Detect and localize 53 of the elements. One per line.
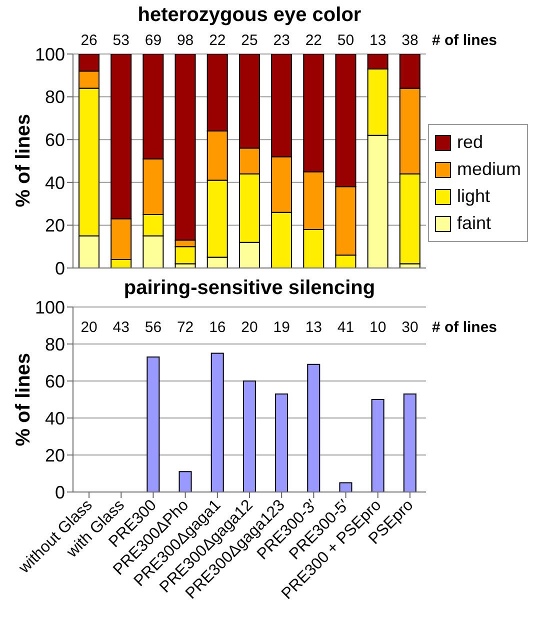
text: 26 [80, 32, 98, 49]
legend-label: light [456, 185, 492, 208]
text: # of lines [432, 32, 498, 49]
annotation: 72 [176, 319, 195, 336]
bar [371, 399, 384, 492]
y-axis-title: % of lines [12, 351, 36, 448]
y-tick-label: 20 [44, 445, 65, 466]
y-tick-label: 40 [44, 172, 65, 193]
y-tick-label: 60 [44, 130, 65, 150]
text: 38 [400, 32, 420, 49]
bar [210, 352, 224, 492]
text: # of lines [432, 319, 498, 336]
text: 69 [144, 32, 163, 49]
annotation: 10 [368, 319, 388, 336]
y-tick-label: 0 [54, 258, 65, 278]
annotation: 30 [400, 319, 420, 336]
text: 53 [112, 32, 130, 49]
y-tick-label: 80 [44, 334, 65, 354]
annotation: 16 [208, 319, 227, 336]
y-tick-label: 100 [34, 297, 65, 318]
chart-title: pairing-sensitive silencing [122, 277, 376, 300]
bar [242, 380, 256, 492]
y-tick-label: 40 [44, 408, 65, 428]
annotation: 43 [112, 319, 130, 336]
text: 13 [368, 32, 388, 49]
bar [275, 393, 288, 492]
y-tick-label: 100 [34, 44, 65, 64]
annotation: 56 [144, 319, 163, 336]
text: 98 [176, 32, 195, 49]
legend-label: red [456, 131, 484, 154]
text: 25 [240, 32, 259, 49]
annotation: 20 [80, 319, 98, 336]
bar [403, 393, 416, 492]
text: 22 [304, 32, 324, 49]
annotation: 19 [272, 319, 291, 336]
annotation: 41 [336, 319, 356, 336]
chart-title: heterozygous eye color [136, 4, 362, 27]
y-tick-label: 20 [44, 216, 65, 236]
y-axis-title: % of lines [12, 112, 36, 210]
bar [307, 364, 320, 492]
annotation: 20 [240, 319, 259, 336]
bar [178, 471, 192, 492]
y-tick-label: 60 [44, 371, 65, 392]
bar [146, 356, 160, 492]
legend-label: medium [456, 158, 522, 181]
annotation: 13 [304, 319, 324, 336]
y-tick-label: 80 [44, 87, 65, 108]
text: 50 [336, 32, 356, 49]
text: 23 [272, 32, 291, 49]
text: 22 [208, 32, 227, 49]
bar [339, 482, 352, 492]
legend-label: faint [456, 212, 492, 235]
y-tick-label: 0 [54, 482, 65, 502]
